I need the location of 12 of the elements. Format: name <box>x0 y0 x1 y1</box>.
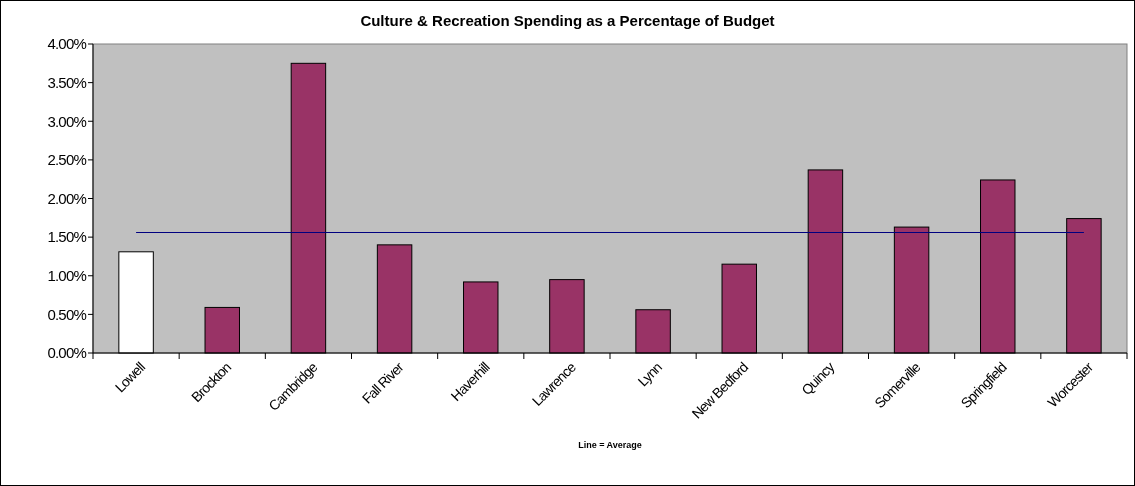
y-tick-label: 2.00% <box>47 189 87 207</box>
chart-title: Culture & Recreation Spending as a Percentage of Budget <box>360 12 775 29</box>
y-tick-label: 0.00% <box>47 344 87 362</box>
y-tick-label: 2.50% <box>47 151 87 169</box>
y-tick-label: 4.00% <box>47 35 87 53</box>
y-tick-label: 0.50% <box>47 305 87 323</box>
text: Line = Average <box>578 440 642 450</box>
y-tick-label: 1.00% <box>47 267 87 284</box>
y-tick-label: 3.00% <box>47 112 87 130</box>
y-tick-label: 3.50% <box>47 73 87 91</box>
y-tick-label: 1.50% <box>47 228 87 246</box>
x-tick-label: Lynn <box>634 359 665 390</box>
